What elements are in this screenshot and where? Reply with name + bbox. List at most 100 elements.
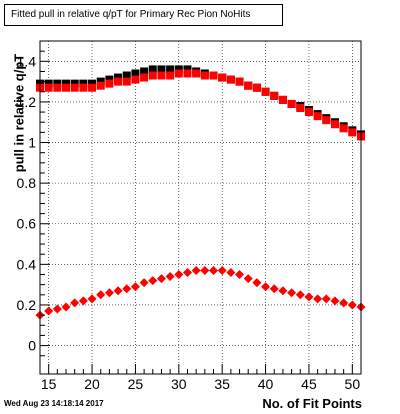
x-tick-label: 15 (41, 376, 57, 392)
data-point (70, 83, 79, 92)
data-point (157, 71, 166, 80)
series-2 (35, 265, 366, 320)
y-tick-label: 0.6 (17, 216, 37, 232)
data-point (105, 79, 114, 88)
data-point (148, 276, 158, 286)
timestamp: Wed Aug 23 14:18:14 2017 (4, 399, 104, 408)
data-point (78, 296, 88, 306)
data-point (156, 274, 166, 284)
x-tick-label: 35 (214, 376, 230, 392)
data-point (174, 69, 183, 78)
data-point (252, 278, 262, 288)
data-point (52, 304, 62, 314)
data-point (226, 267, 236, 277)
data-point (157, 65, 166, 74)
data-point (304, 292, 314, 302)
data-point (148, 71, 157, 80)
grid-layer (40, 41, 361, 374)
y-axis-label: pull in relative q/pT (11, 53, 27, 173)
data-point (122, 71, 131, 80)
x-tick-label: 40 (258, 376, 274, 392)
data-point (165, 272, 175, 282)
data-point (261, 87, 270, 96)
tick-layer: 15 20 25 30 35 40 45 50 0 0.2 0.4 0.6 0.8 1 1.2 1.4 (17, 50, 362, 392)
chart-title: Fitted pull in relative q/pT for Primary… (4, 4, 283, 26)
data-point (88, 83, 97, 92)
data-point (130, 282, 140, 292)
data-point (88, 79, 97, 88)
data-point (70, 79, 79, 88)
data-point (96, 290, 106, 300)
data-point (339, 124, 348, 133)
data-point (226, 75, 235, 84)
data-point (330, 296, 340, 306)
data-point (192, 69, 201, 78)
data-point (62, 83, 71, 92)
data-point (183, 69, 192, 78)
data-point (287, 288, 297, 298)
y-tick-label: 1 (28, 135, 36, 151)
data-point (269, 284, 279, 294)
data-point (44, 83, 53, 92)
data-point (313, 112, 322, 121)
data-point (183, 65, 192, 74)
data-point (87, 294, 97, 304)
data-point (304, 108, 313, 117)
data-point (200, 265, 210, 275)
data-point (62, 79, 71, 88)
data-point (174, 270, 184, 280)
data-point (313, 294, 323, 304)
data-point (166, 71, 175, 80)
x-tick-label: 30 (171, 376, 187, 392)
data-point (53, 79, 62, 88)
data-point (61, 302, 71, 312)
data-point (296, 104, 305, 113)
data-point (243, 274, 253, 284)
series-1 (36, 69, 365, 141)
x-tick-label: 25 (128, 376, 144, 392)
data-point (200, 71, 209, 80)
data-point (44, 306, 54, 316)
data-point (347, 300, 357, 310)
data-point (244, 81, 253, 90)
data-point (235, 77, 244, 86)
y-tick-label: 0.4 (17, 256, 37, 272)
data-point (261, 282, 271, 292)
data-point (139, 278, 149, 288)
data-point (166, 65, 175, 74)
data-point (114, 77, 123, 86)
data-point (148, 65, 157, 74)
y-tick-label: 0 (28, 338, 36, 354)
data-point (174, 65, 183, 74)
data-point (287, 99, 296, 108)
data-point (140, 67, 149, 76)
x-axis-label: No. of Fit Points (262, 396, 362, 411)
plot-frame (39, 40, 362, 375)
data-point (122, 77, 131, 86)
data-point (114, 73, 123, 82)
data-point (131, 75, 140, 84)
data-point (339, 298, 349, 308)
data-point (122, 284, 132, 294)
data-point (53, 83, 62, 92)
data-point (96, 81, 105, 90)
data-point (252, 83, 261, 92)
data-point (322, 116, 331, 125)
data-layer (35, 65, 366, 320)
data-point (235, 270, 245, 280)
data-point (79, 79, 88, 88)
data-point (278, 95, 287, 104)
data-point (278, 286, 288, 296)
data-point (105, 75, 114, 84)
x-tick-label: 20 (84, 376, 100, 392)
y-tick-label: 0.8 (17, 175, 37, 191)
y-tick-label: 1.2 (17, 94, 37, 110)
data-point (79, 83, 88, 92)
data-point (104, 288, 114, 298)
y-tick-label: 1.4 (17, 53, 37, 69)
data-point (295, 290, 305, 300)
data-point (330, 120, 339, 129)
data-point (348, 128, 357, 137)
y-tick-label: 0.2 (17, 297, 37, 313)
